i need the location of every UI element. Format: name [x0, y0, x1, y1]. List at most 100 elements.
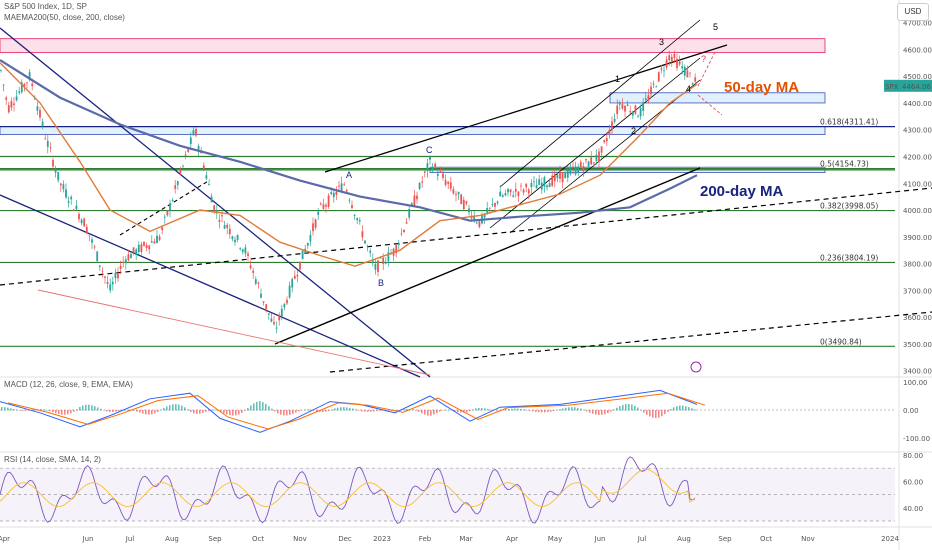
macd-histogram-bar [40, 409, 42, 411]
macd-histogram-bar [268, 406, 270, 411]
price-tick-label: 4100.00 [903, 180, 932, 188]
candle-body [252, 270, 255, 273]
macd-histogram-bar [646, 410, 648, 415]
time-tick-label: Sep [208, 535, 222, 543]
candle-body [387, 252, 390, 261]
candle-body [475, 222, 478, 224]
candle-body [218, 219, 221, 222]
candle-body [501, 195, 504, 197]
candle-body [189, 137, 192, 145]
time-tick-label: Nov [293, 535, 307, 543]
wave-4-label: 4 [686, 84, 691, 94]
last-price-symbol: SPX [885, 83, 899, 91]
candle-body [382, 257, 385, 264]
macd-histogram-bar [70, 410, 72, 414]
macd-histogram-bar [7, 407, 9, 411]
candle-body [551, 175, 554, 186]
price-zone [0, 38, 826, 54]
macd-histogram-bar [256, 401, 258, 411]
wave-annotations: 50-day MA 200-day MA 1 2 3 4 5 A B C? [346, 22, 799, 373]
candle-body [322, 204, 325, 209]
macd-histogram-bar [517, 408, 519, 411]
candle-body [288, 285, 291, 298]
candle-body [267, 313, 270, 315]
trendline [0, 27, 431, 378]
time-tick-label: Jul [125, 535, 135, 543]
macd-tick-label: 100.00 [903, 379, 928, 387]
candle-body [660, 68, 663, 70]
candle-body [150, 241, 153, 243]
candle-body [374, 264, 377, 270]
ma200-line [0, 59, 698, 222]
time-tick-label: 2024 [881, 535, 899, 543]
macd-histogram-bar [289, 410, 291, 415]
macd-histogram-bar [136, 410, 138, 412]
candle-body [353, 214, 356, 216]
macd-histogram-bar [643, 410, 645, 413]
candle-body [52, 160, 54, 167]
macd-histogram-bar [127, 409, 129, 411]
macd-histogram-bar [247, 407, 249, 411]
macd-histogram-bar [508, 408, 510, 411]
macd-histogram-bar [535, 410, 537, 412]
candle-body [504, 193, 507, 196]
macd-histogram-bar [448, 409, 450, 411]
candle-body [130, 254, 132, 259]
candle-body [299, 261, 301, 270]
macd-histogram-bar [223, 410, 225, 414]
macd-histogram-bar [469, 410, 471, 412]
currency-button[interactable]: USD [897, 3, 929, 21]
macd-histogram-bar [250, 405, 252, 411]
macd-histogram-bar [103, 409, 105, 411]
price-tick-label: 4500.00 [903, 73, 932, 81]
candle-body [182, 165, 184, 167]
candle-body [496, 201, 499, 204]
candle-body [119, 265, 122, 269]
macd-tick-label: -100.00 [903, 435, 930, 443]
candle-body [301, 250, 304, 260]
macd-histogram-bar [88, 404, 90, 411]
candle-body [5, 97, 8, 100]
candle-body [296, 274, 299, 277]
macd-histogram-bar [637, 407, 639, 411]
macd-histogram-bar [43, 409, 45, 411]
macd-histogram-bar [430, 410, 432, 416]
macd-histogram-bar [487, 408, 489, 411]
candle-body [26, 82, 28, 84]
time-tick-label: Nov [801, 535, 815, 543]
candle-body [447, 181, 450, 184]
macd-histogram-bar [115, 410, 117, 412]
macd-histogram-bar [13, 409, 15, 411]
macd-histogram-bar [151, 410, 153, 415]
macd-histogram-bar [253, 403, 255, 411]
candle-body [395, 245, 398, 254]
candle-body [421, 181, 424, 183]
candle-body [452, 189, 455, 194]
candle-body [561, 172, 564, 183]
macd-histogram-bar [685, 406, 687, 411]
price-tick-label: 3400.00 [903, 368, 932, 376]
macd-histogram-bar [190, 410, 192, 412]
price-candles [0, 50, 697, 334]
trendline [0, 187, 932, 286]
candle-body [647, 95, 650, 101]
candle-body [499, 191, 502, 197]
candle-body [582, 166, 585, 172]
candle-body [291, 279, 294, 288]
macd-histogram-bar [172, 404, 174, 411]
macd-histogram-bar [208, 410, 210, 411]
macd-histogram-bar [178, 404, 180, 411]
candle-body [7, 105, 10, 113]
macd-pane [0, 389, 895, 433]
candle-body [20, 82, 23, 93]
macd-histogram-bar [331, 409, 333, 411]
candle-body [208, 183, 210, 185]
macd-histogram-bar [286, 410, 288, 416]
candle-body [590, 157, 593, 165]
price-tick-label: 4300.00 [903, 127, 932, 135]
candle-body [553, 173, 556, 182]
candle-body [179, 168, 182, 174]
candle-body [241, 249, 244, 252]
candle-body [153, 241, 156, 244]
